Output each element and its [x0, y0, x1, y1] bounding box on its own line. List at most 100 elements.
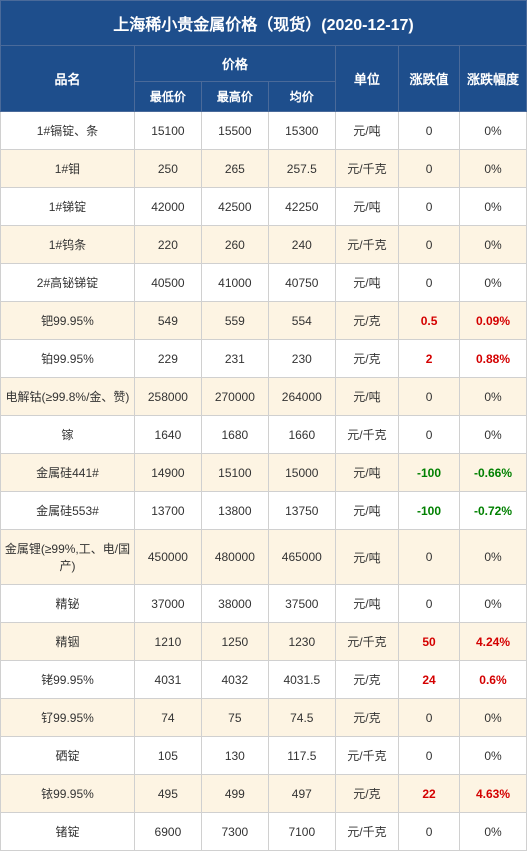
- cell-avg: 465000: [268, 530, 335, 585]
- cell-avg: 7100: [268, 813, 335, 851]
- cell-change: 50: [399, 623, 460, 661]
- cell-avg: 554: [268, 302, 335, 340]
- cell-unit: 元/克: [335, 775, 398, 813]
- cell-low: 220: [134, 226, 201, 264]
- cell-avg: 497: [268, 775, 335, 813]
- cell-high: 15100: [201, 454, 268, 492]
- cell-avg: 230: [268, 340, 335, 378]
- cell-high: 75: [201, 699, 268, 737]
- cell-name: 镓: [1, 416, 135, 454]
- cell-low: 250: [134, 150, 201, 188]
- cell-pct: 4.63%: [459, 775, 526, 813]
- cell-low: 37000: [134, 585, 201, 623]
- cell-unit: 元/吨: [335, 188, 398, 226]
- cell-avg: 264000: [268, 378, 335, 416]
- cell-high: 260: [201, 226, 268, 264]
- cell-avg: 15000: [268, 454, 335, 492]
- cell-unit: 元/千克: [335, 416, 398, 454]
- cell-avg: 1230: [268, 623, 335, 661]
- cell-unit: 元/吨: [335, 530, 398, 585]
- table-row: 精铟121012501230元/千克504.24%: [1, 623, 527, 661]
- cell-unit: 元/千克: [335, 226, 398, 264]
- cell-low: 258000: [134, 378, 201, 416]
- table-row: 锗锭690073007100元/千克00%: [1, 813, 527, 851]
- cell-name: 铑99.95%: [1, 661, 135, 699]
- cell-name: 精铟: [1, 623, 135, 661]
- cell-change: 0: [399, 378, 460, 416]
- col-avg: 均价: [268, 82, 335, 112]
- cell-low: 42000: [134, 188, 201, 226]
- cell-high: 38000: [201, 585, 268, 623]
- cell-unit: 元/吨: [335, 112, 398, 150]
- col-name: 品名: [1, 46, 135, 112]
- table-row: 1#镉锭、条151001550015300元/吨00%: [1, 112, 527, 150]
- cell-pct: 4.24%: [459, 623, 526, 661]
- cell-avg: 4031.5: [268, 661, 335, 699]
- col-unit: 单位: [335, 46, 398, 112]
- cell-high: 1250: [201, 623, 268, 661]
- cell-unit: 元/克: [335, 302, 398, 340]
- cell-pct: 0%: [459, 264, 526, 302]
- cell-low: 6900: [134, 813, 201, 851]
- cell-high: 42500: [201, 188, 268, 226]
- cell-avg: 1660: [268, 416, 335, 454]
- cell-high: 15500: [201, 112, 268, 150]
- cell-low: 450000: [134, 530, 201, 585]
- cell-avg: 15300: [268, 112, 335, 150]
- cell-avg: 257.5: [268, 150, 335, 188]
- cell-change: 0.5: [399, 302, 460, 340]
- cell-name: 金属硅553#: [1, 492, 135, 530]
- cell-pct: 0.6%: [459, 661, 526, 699]
- cell-high: 480000: [201, 530, 268, 585]
- cell-high: 265: [201, 150, 268, 188]
- cell-name: 金属锂(≥99%,工、电/国产): [1, 530, 135, 585]
- cell-name: 金属硅441#: [1, 454, 135, 492]
- cell-pct: 0%: [459, 188, 526, 226]
- cell-name: 2#高铋锑锭: [1, 264, 135, 302]
- col-price: 价格: [134, 46, 335, 82]
- cell-name: 电解钴(≥99.8%/金、赞): [1, 378, 135, 416]
- cell-avg: 42250: [268, 188, 335, 226]
- cell-unit: 元/吨: [335, 264, 398, 302]
- table-row: 1#钼250265257.5元/千克00%: [1, 150, 527, 188]
- cell-change: 0: [399, 188, 460, 226]
- cell-change: 0: [399, 226, 460, 264]
- cell-unit: 元/千克: [335, 813, 398, 851]
- cell-unit: 元/克: [335, 699, 398, 737]
- cell-unit: 元/吨: [335, 585, 398, 623]
- cell-avg: 37500: [268, 585, 335, 623]
- table-row: 钯99.95%549559554元/克0.50.09%: [1, 302, 527, 340]
- cell-change: -100: [399, 454, 460, 492]
- cell-high: 41000: [201, 264, 268, 302]
- cell-name: 钯99.95%: [1, 302, 135, 340]
- cell-change: 0: [399, 585, 460, 623]
- cell-name: 1#镉锭、条: [1, 112, 135, 150]
- cell-high: 270000: [201, 378, 268, 416]
- cell-pct: -0.72%: [459, 492, 526, 530]
- cell-low: 40500: [134, 264, 201, 302]
- cell-pct: 0%: [459, 416, 526, 454]
- cell-name: 铂99.95%: [1, 340, 135, 378]
- cell-pct: 0%: [459, 112, 526, 150]
- table-row: 金属硅553#137001380013750元/吨-100-0.72%: [1, 492, 527, 530]
- table-row: 电解钴(≥99.8%/金、赞)258000270000264000元/吨00%: [1, 378, 527, 416]
- cell-change: 24: [399, 661, 460, 699]
- cell-high: 13800: [201, 492, 268, 530]
- cell-high: 231: [201, 340, 268, 378]
- cell-name: 铱99.95%: [1, 775, 135, 813]
- cell-change: 0: [399, 813, 460, 851]
- table-row: 1#钨条220260240元/千克00%: [1, 226, 527, 264]
- cell-name: 钌99.95%: [1, 699, 135, 737]
- cell-change: 2: [399, 340, 460, 378]
- table-row: 钌99.95%747574.5元/克00%: [1, 699, 527, 737]
- cell-low: 549: [134, 302, 201, 340]
- cell-high: 499: [201, 775, 268, 813]
- cell-pct: 0%: [459, 699, 526, 737]
- cell-name: 锗锭: [1, 813, 135, 851]
- cell-unit: 元/千克: [335, 150, 398, 188]
- cell-pct: 0%: [459, 813, 526, 851]
- cell-change: 22: [399, 775, 460, 813]
- cell-unit: 元/克: [335, 340, 398, 378]
- cell-avg: 40750: [268, 264, 335, 302]
- table-title: 上海稀小贵金属价格（现货）(2020-12-17): [1, 1, 527, 46]
